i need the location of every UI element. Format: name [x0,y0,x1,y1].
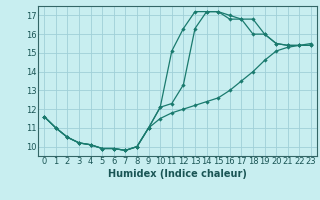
X-axis label: Humidex (Indice chaleur): Humidex (Indice chaleur) [108,169,247,179]
